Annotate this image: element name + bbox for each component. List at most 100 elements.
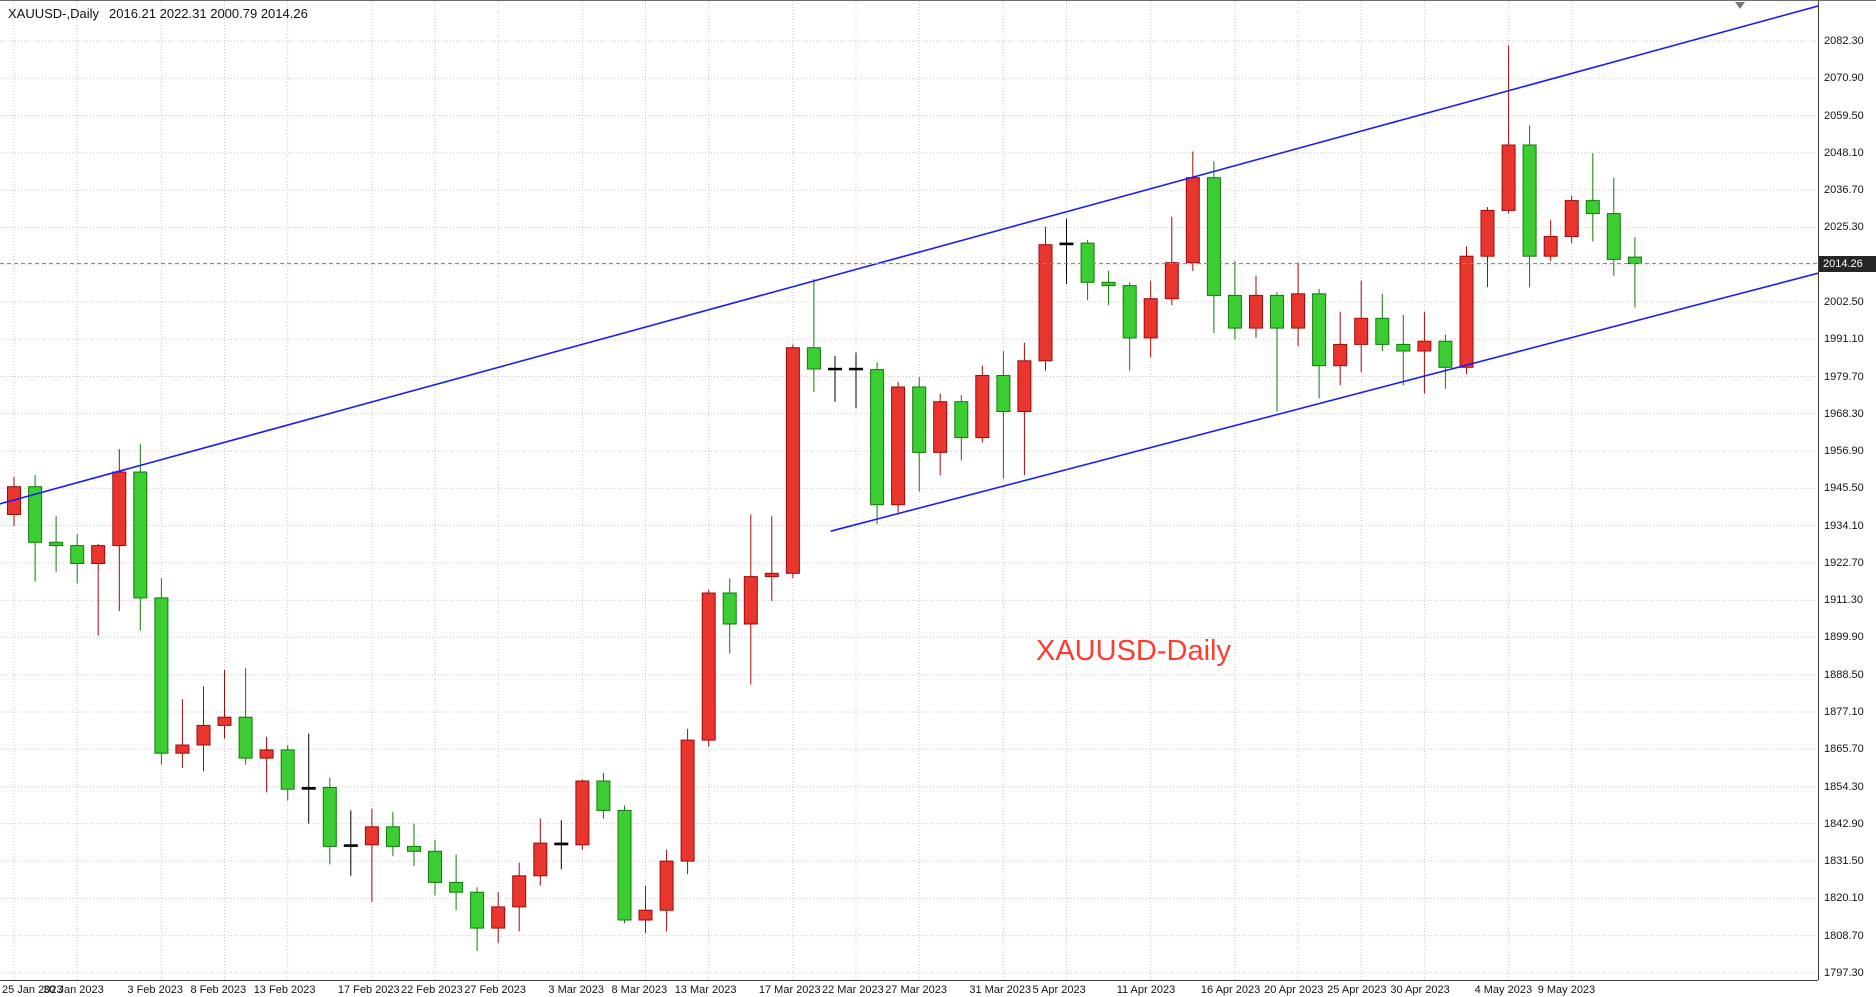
- candle: [1101, 270, 1116, 306]
- candle: [322, 777, 337, 865]
- channel-lower-trendline[interactable]: [830, 272, 1818, 532]
- current-price-badge: 2014.26: [1819, 255, 1876, 272]
- date-label: 22 Feb 2023: [401, 984, 463, 996]
- candle: [470, 887, 485, 951]
- candle: [1017, 342, 1032, 476]
- ohlc-readout: 2016.21 2022.31 2000.79 2014.26: [109, 6, 308, 21]
- candle: [1227, 261, 1242, 340]
- date-label: 3 Feb 2023: [127, 984, 184, 996]
- candle: [1480, 207, 1495, 288]
- price-tick-label: 1991.10: [1824, 333, 1864, 346]
- price-tick-label: 1899.90: [1824, 631, 1864, 644]
- price-tick-label: 2059.50: [1824, 109, 1864, 122]
- candle: [575, 779, 590, 850]
- price-tick-label: 2082.30: [1824, 35, 1864, 47]
- candle: [1459, 246, 1474, 374]
- candle: [449, 854, 464, 911]
- date-label: 25 Apr 2023: [1327, 984, 1387, 996]
- date-label: 9 May 2023: [1537, 984, 1596, 996]
- price-tick-label: 1979.70: [1824, 370, 1864, 383]
- candle: [1438, 334, 1453, 389]
- candle: [554, 820, 569, 870]
- candle: [1585, 153, 1600, 242]
- candles: [7, 45, 1642, 951]
- price-tick-label: 1797.30: [1824, 966, 1864, 979]
- price-tick-label: 1956.90: [1824, 445, 1864, 458]
- channel-upper-trendline[interactable]: [0, 5, 1818, 505]
- candle: [701, 589, 716, 747]
- candle: [28, 475, 43, 582]
- date-label: 30 Jan 2023: [43, 984, 104, 996]
- price-tick-label: 1888.50: [1824, 668, 1864, 681]
- date-label: 17 Mar 2023: [758, 984, 821, 996]
- chart-shift-marker[interactable]: [1735, 2, 1745, 9]
- candle: [996, 351, 1011, 479]
- candle: [1270, 292, 1284, 412]
- candle: [806, 279, 821, 392]
- candle: [1206, 161, 1221, 333]
- price-tick-label: 1922.70: [1824, 556, 1864, 569]
- date-label: 27 Mar 2023: [885, 984, 947, 996]
- candle: [828, 355, 842, 402]
- candle: [891, 382, 906, 513]
- candle: [1249, 275, 1263, 338]
- candle: [1143, 280, 1158, 358]
- candle: [343, 810, 358, 876]
- date-label: 20 Apr 2023: [1264, 984, 1324, 996]
- price-tick-label: 1968.30: [1824, 407, 1864, 420]
- candle: [1417, 311, 1432, 394]
- candle: [1059, 218, 1074, 284]
- candle: [175, 699, 190, 768]
- candle: [1164, 216, 1179, 306]
- price-axis: 2082.30 2070.90 2059.50 2048.10 2036.70 2025.…: [1819, 1, 1876, 997]
- date-label: 22 Mar 2023: [822, 984, 884, 996]
- candle: [1122, 282, 1137, 371]
- candle: [1606, 177, 1621, 276]
- candle: [49, 516, 64, 572]
- date-label: 3 Mar 2023: [548, 984, 605, 996]
- candle: [196, 686, 211, 772]
- date-label: 16 Apr 2023: [1200, 984, 1261, 996]
- candle: [364, 808, 379, 902]
- candle: [1375, 293, 1390, 351]
- date-label: 31 Mar 2023: [969, 984, 1032, 996]
- candle: [154, 578, 169, 765]
- candle: [1396, 315, 1411, 386]
- candle: [596, 772, 611, 819]
- candle: [1543, 220, 1558, 262]
- price-tick-label: 1934.10: [1824, 519, 1864, 532]
- price-tick-label: 1831.50: [1824, 855, 1864, 868]
- price-tick-label: 1877.10: [1824, 706, 1864, 718]
- candle: [512, 862, 527, 932]
- price-tick-label: 1865.70: [1824, 743, 1864, 756]
- price-tick-label: 2036.70: [1824, 184, 1864, 197]
- candle: [428, 839, 442, 896]
- candle: [1522, 125, 1537, 288]
- candle: [1185, 151, 1200, 271]
- date-label: 8 Mar 2023: [611, 984, 668, 996]
- time-axis: 25 Jan 2023 30 Jan 2023 3 Feb 2023 8 Feb 20…: [0, 980, 1818, 997]
- candle: [933, 393, 948, 476]
- price-tick-label: 1808.70: [1824, 929, 1864, 942]
- plot-area[interactable]: [0, 1, 1818, 980]
- date-label: 4 May 2023: [1474, 984, 1533, 996]
- candle: [617, 805, 632, 924]
- date-label: 13 Mar 2023: [674, 984, 737, 996]
- candle: [1564, 195, 1579, 244]
- price-tick-label: 1854.30: [1824, 780, 1864, 793]
- candle: [301, 733, 316, 824]
- price-tick-label: 2070.90: [1824, 72, 1864, 85]
- chart-title: XAUUSD-,Daily 2016.21 2022.31 2000.79 201…: [8, 6, 308, 21]
- price-tick-label: 1945.50: [1824, 482, 1864, 495]
- candle: [1312, 288, 1327, 399]
- candle: [491, 892, 506, 943]
- date-label: 11 Apr 2023: [1116, 984, 1176, 996]
- candle: [1354, 280, 1369, 373]
- candle: [849, 352, 863, 409]
- candle: [70, 534, 85, 584]
- candle: [407, 823, 421, 866]
- candle: [91, 543, 106, 636]
- price-tick-label: 2025.30: [1824, 221, 1864, 234]
- date-label: 27 Feb 2023: [464, 984, 526, 996]
- chart-annotation[interactable]: XAUUSD-Daily: [1036, 635, 1231, 667]
